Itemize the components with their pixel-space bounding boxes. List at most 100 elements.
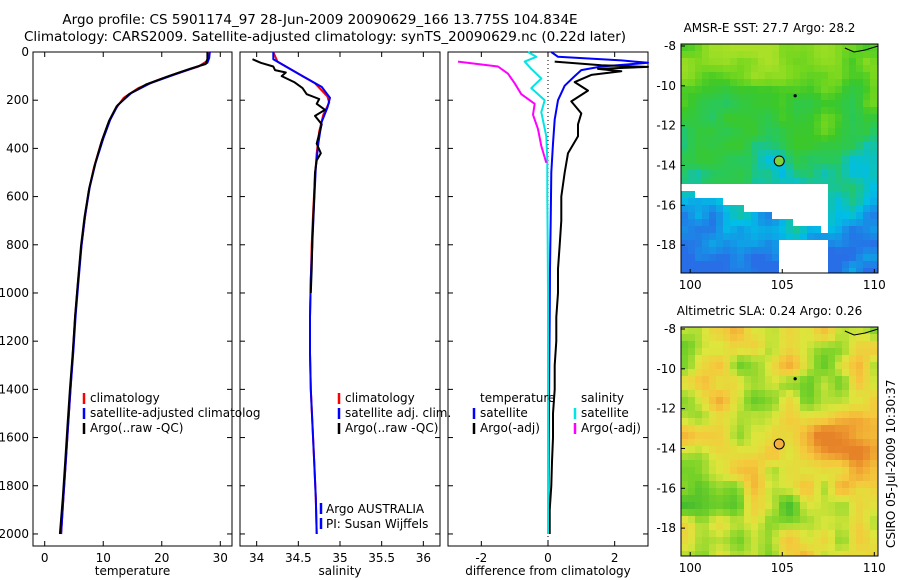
x-tick-label: 2: [611, 551, 619, 565]
map-cell: [716, 453, 724, 461]
map-cell: [716, 100, 724, 108]
map-cell: [793, 142, 801, 150]
map-cell: [779, 177, 787, 185]
map-cell: [751, 425, 759, 433]
map-cell: [821, 107, 829, 115]
map-cell: [681, 404, 689, 412]
map-cell: [716, 65, 724, 73]
map-cell: [800, 376, 808, 384]
map-cell: [870, 247, 878, 255]
map-cell: [807, 467, 815, 475]
map-cell: [849, 383, 857, 391]
map-cell: [849, 404, 857, 412]
map-cell: [828, 523, 836, 531]
map-cell: [807, 198, 815, 206]
map-cell: [842, 226, 850, 234]
map-cell: [842, 404, 850, 412]
map-cell: [835, 467, 843, 475]
salinity-profile-frame: [239, 51, 441, 547]
map-cell: [856, 240, 864, 248]
map-cell: [758, 516, 766, 524]
map-cell: [863, 467, 871, 475]
map-cell: [828, 135, 836, 143]
map-cell: [856, 509, 864, 517]
map-cell: [695, 226, 703, 234]
map-cell: [744, 149, 752, 157]
map-cell: [786, 362, 794, 370]
map-cell: [751, 100, 759, 108]
map-cell: [723, 121, 731, 129]
map-cell: [730, 537, 738, 545]
map-cell: [856, 107, 864, 115]
map-cell: [793, 523, 801, 531]
map-cell: [716, 79, 724, 87]
map-cell: [695, 268, 703, 273]
map-cell: [835, 128, 843, 136]
map-cell: [751, 446, 759, 454]
map-cell: [737, 79, 745, 87]
map-cell: [702, 341, 710, 349]
map-cell: [779, 51, 787, 59]
map-cell: [758, 191, 766, 199]
map-cell: [849, 460, 857, 468]
map-cell: [737, 474, 745, 482]
series-salinity-satellite: [523, 51, 549, 534]
map-cell: [737, 142, 745, 150]
map-cell: [821, 467, 829, 475]
map-cell: [681, 453, 689, 461]
map-cell: [744, 523, 752, 531]
map-cell: [793, 247, 801, 255]
map-cell: [821, 460, 829, 468]
map-cell: [765, 362, 773, 370]
x-tick-label: 30: [213, 551, 228, 565]
map-cell: [856, 383, 864, 391]
map-cell: [723, 502, 731, 510]
map-cell: [695, 481, 703, 489]
map-cell: [695, 121, 703, 129]
map-cell: [737, 128, 745, 136]
map-cell: [807, 362, 815, 370]
map-cell: [730, 488, 738, 496]
map-cell: [695, 254, 703, 262]
map-cell: [814, 212, 822, 220]
map-cell: [828, 537, 836, 545]
series-satellite-adjusted-climatology: [60, 51, 211, 535]
map-cell: [779, 191, 787, 199]
map-cell: [737, 72, 745, 80]
map-cell: [737, 135, 745, 143]
map-cell: [709, 247, 717, 255]
map-cell: [723, 247, 731, 255]
map-cell: [716, 460, 724, 468]
map-cell: [758, 467, 766, 475]
map-cell: [702, 446, 710, 454]
map-cell: [828, 121, 836, 129]
map-cell: [751, 376, 759, 384]
map-cell: [807, 355, 815, 363]
map-cell: [688, 453, 696, 461]
x-tick-label: 10: [96, 551, 111, 565]
map-cell: [786, 488, 794, 496]
map-cell: [849, 502, 857, 510]
map-cell: [695, 369, 703, 377]
map-cell: [779, 205, 787, 213]
map-cell: [695, 495, 703, 503]
map-cell: [723, 495, 731, 503]
map-cell: [716, 163, 724, 171]
map-cell: [870, 51, 878, 59]
map-cell: [870, 142, 878, 150]
map-cell: [681, 495, 689, 503]
map-cell: [716, 446, 724, 454]
map-cell: [772, 453, 780, 461]
map-cell: [870, 135, 878, 143]
map-cell: [688, 537, 696, 545]
map-cell: [863, 446, 871, 454]
map-cell: [800, 261, 808, 269]
map-cell: [737, 240, 745, 248]
map-cell: [807, 44, 815, 52]
map-cell: [828, 191, 836, 199]
map-cell: [737, 404, 745, 412]
map-cell: [772, 376, 780, 384]
map-cell: [758, 142, 766, 150]
map-cell: [695, 156, 703, 164]
map-cell: [695, 537, 703, 545]
